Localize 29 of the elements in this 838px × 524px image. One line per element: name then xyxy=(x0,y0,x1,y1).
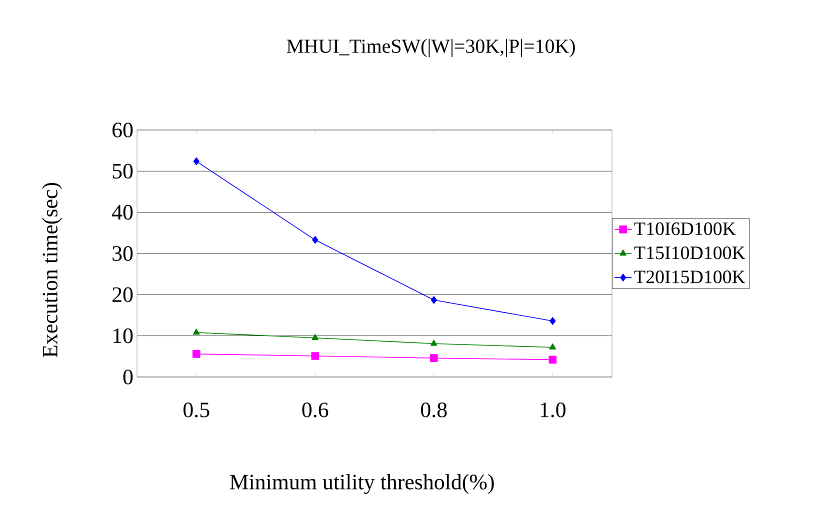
x-axis-title: Minimum utility threshold(%) xyxy=(230,474,494,494)
x-tick-label: 1.0 xyxy=(540,402,566,418)
chart-title: MHUI_TimeSW(|W|=30K,|P|=10K) xyxy=(286,38,575,58)
y-tick-label: 60 xyxy=(112,122,133,138)
legend-label: T20I15D100K xyxy=(634,270,746,284)
point xyxy=(312,236,318,244)
y-tick-label: 10 xyxy=(113,328,133,344)
y-tick-label: 0 xyxy=(123,370,133,384)
x-tick-label: 0.6 xyxy=(302,402,328,418)
x-tick-label: 0.8 xyxy=(421,402,447,418)
point xyxy=(192,328,200,335)
y-tick-label: 40 xyxy=(112,204,133,220)
point xyxy=(193,157,200,166)
legend-label: T10I6D100K xyxy=(634,222,736,236)
point xyxy=(430,296,437,304)
point xyxy=(548,356,557,364)
y-axis-title: Execution time(sec) xyxy=(42,182,62,358)
y-tick-label: 50 xyxy=(112,164,133,179)
point xyxy=(430,340,438,346)
legend-label: T15I10D100K xyxy=(634,246,746,260)
y-tick-label: 30 xyxy=(112,246,133,261)
point xyxy=(550,317,556,325)
point xyxy=(430,354,438,362)
point xyxy=(549,343,556,350)
x-tick-label: 0.5 xyxy=(184,402,210,418)
point xyxy=(192,350,200,358)
y-tick-label: 20 xyxy=(112,287,133,302)
point xyxy=(311,352,320,360)
point xyxy=(312,334,319,340)
